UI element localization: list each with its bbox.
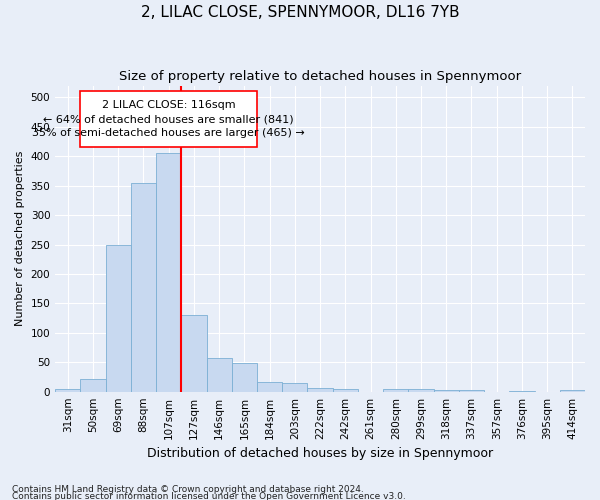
Text: 2, LILAC CLOSE, SPENNYMOOR, DL16 7YB: 2, LILAC CLOSE, SPENNYMOOR, DL16 7YB <box>140 5 460 20</box>
Text: Contains public sector information licensed under the Open Government Licence v3: Contains public sector information licen… <box>12 492 406 500</box>
Bar <box>257 382 282 392</box>
Bar <box>509 390 535 392</box>
Bar <box>181 315 206 392</box>
Title: Size of property relative to detached houses in Spennymoor: Size of property relative to detached ho… <box>119 70 521 83</box>
Bar <box>307 388 332 392</box>
Bar <box>80 92 257 148</box>
Bar <box>80 378 106 392</box>
Y-axis label: Number of detached properties: Number of detached properties <box>15 151 25 326</box>
Bar <box>206 358 232 392</box>
Bar <box>560 390 585 392</box>
Bar <box>106 244 131 392</box>
X-axis label: Distribution of detached houses by size in Spennymoor: Distribution of detached houses by size … <box>147 447 493 460</box>
Bar <box>383 388 409 392</box>
Bar <box>332 390 358 392</box>
Text: Contains HM Land Registry data © Crown copyright and database right 2024.: Contains HM Land Registry data © Crown c… <box>12 486 364 494</box>
Bar <box>131 182 156 392</box>
Bar <box>156 154 181 392</box>
Bar <box>55 388 80 392</box>
Bar <box>434 390 459 392</box>
Bar <box>282 384 307 392</box>
Bar <box>232 364 257 392</box>
Text: 2 LILAC CLOSE: 116sqm
← 64% of detached houses are smaller (841)
35% of semi-det: 2 LILAC CLOSE: 116sqm ← 64% of detached … <box>32 100 305 138</box>
Bar <box>459 390 484 392</box>
Bar <box>409 388 434 392</box>
